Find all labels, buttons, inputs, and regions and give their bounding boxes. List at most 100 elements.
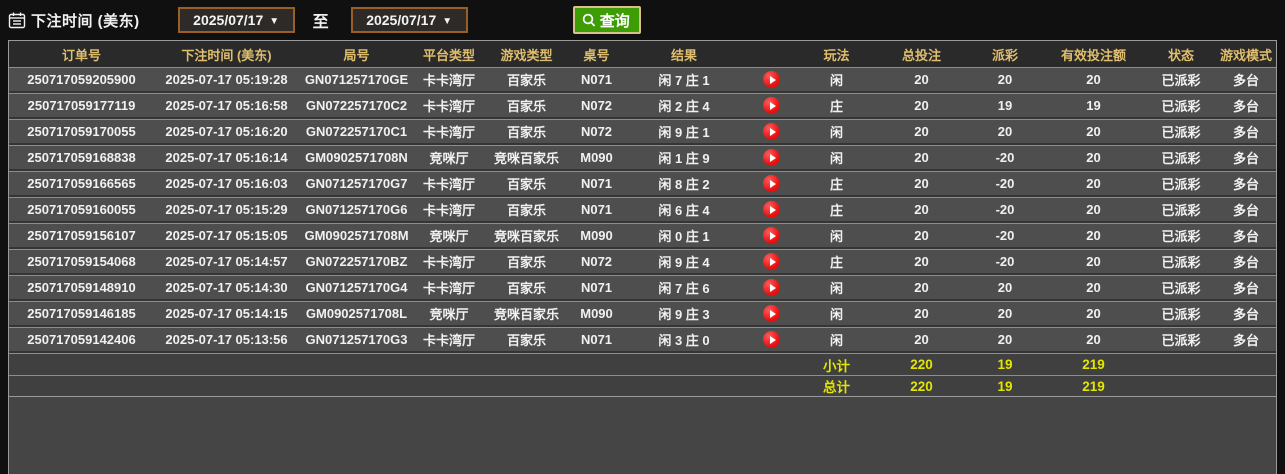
replay-cell xyxy=(744,171,799,197)
play-cell: 庄 xyxy=(799,249,874,275)
game-mode-cell: 多台 xyxy=(1216,145,1276,171)
replay-button[interactable] xyxy=(763,97,780,114)
magnifier-icon xyxy=(581,12,597,28)
table-row: 250717059170055 2025-07-17 05:16:20 GN07… xyxy=(9,119,1276,145)
valid-bet-cell: 20 xyxy=(1041,249,1146,275)
total-bet-cell: 20 xyxy=(874,197,969,223)
replay-button[interactable] xyxy=(763,331,780,348)
result-cell: 闲 7 庄 6 xyxy=(624,275,744,301)
col-result: 结果 xyxy=(624,41,744,67)
subtotal-payout: 19 xyxy=(969,353,1041,375)
subtotal-total-bet: 220 xyxy=(874,353,969,375)
date-range-to-label: 至 xyxy=(312,14,329,31)
play-cell: 闲 xyxy=(799,145,874,171)
valid-bet-cell: 20 xyxy=(1041,327,1146,353)
payout-cell: -20 xyxy=(969,249,1041,275)
game-type-cell: 竞咪百家乐 xyxy=(484,145,569,171)
play-icon xyxy=(769,127,776,136)
play-icon xyxy=(769,257,776,266)
bet-time-cell: 2025-07-17 05:16:58 xyxy=(154,93,299,119)
filter-toolbar: 下注时间 (美东) 2025/07/17 ▼ 至 2025/07/17 ▼ 查询 xyxy=(0,0,1285,40)
play-icon xyxy=(769,101,776,110)
platform-cell: 卡卡湾厅 xyxy=(414,275,484,301)
table-no-cell: M090 xyxy=(569,223,624,249)
col-game-mode: 游戏模式 xyxy=(1216,41,1276,67)
play-icon xyxy=(769,283,776,292)
replay-button[interactable] xyxy=(763,149,780,166)
total-bet-cell: 20 xyxy=(874,67,969,93)
result-cell: 闲 9 庄 4 xyxy=(624,249,744,275)
order-no-cell: 250717059170055 xyxy=(9,119,154,145)
order-no-cell: 250717059142406 xyxy=(9,327,154,353)
play-icon xyxy=(769,75,776,84)
platform-cell: 卡卡湾厅 xyxy=(414,197,484,223)
date-from-select[interactable]: 2025/07/17 ▼ xyxy=(177,7,295,33)
replay-button[interactable] xyxy=(763,201,780,218)
replay-cell xyxy=(744,327,799,353)
game-mode-cell: 多台 xyxy=(1216,301,1276,327)
total-bet-cell: 20 xyxy=(874,249,969,275)
order-no-cell: 250717059148910 xyxy=(9,275,154,301)
replay-button[interactable] xyxy=(763,305,780,322)
table-no-cell: M090 xyxy=(569,145,624,171)
table-row: 250717059146185 2025-07-17 05:14:15 GM09… xyxy=(9,301,1276,327)
total-bet-cell: 20 xyxy=(874,145,969,171)
valid-bet-cell: 20 xyxy=(1041,223,1146,249)
replay-button[interactable] xyxy=(763,253,780,270)
round-no-cell: GN072257170C2 xyxy=(299,93,414,119)
play-icon xyxy=(769,153,776,162)
bet-time-cell: 2025-07-17 05:16:03 xyxy=(154,171,299,197)
game-type-cell: 百家乐 xyxy=(484,67,569,93)
replay-button[interactable] xyxy=(763,227,780,244)
replay-button[interactable] xyxy=(763,279,780,296)
result-cell: 闲 7 庄 1 xyxy=(624,67,744,93)
valid-bet-cell: 20 xyxy=(1041,145,1146,171)
table-body: 250717059205900 2025-07-17 05:19:28 GN07… xyxy=(9,67,1276,353)
valid-bet-cell: 20 xyxy=(1041,197,1146,223)
play-icon xyxy=(769,179,776,188)
table-no-cell: N071 xyxy=(569,197,624,223)
replay-cell xyxy=(744,197,799,223)
total-bet-cell: 20 xyxy=(874,327,969,353)
order-no-cell: 250717059154068 xyxy=(9,249,154,275)
order-no-cell: 250717059160055 xyxy=(9,197,154,223)
table-no-cell: N071 xyxy=(569,327,624,353)
replay-button[interactable] xyxy=(763,71,780,88)
date-to-select[interactable]: 2025/07/17 ▼ xyxy=(350,7,468,33)
play-icon xyxy=(769,205,776,214)
order-no-cell: 250717059156107 xyxy=(9,223,154,249)
total-bet-cell: 20 xyxy=(874,93,969,119)
col-bet-time: 下注时间 (美东) xyxy=(154,41,299,67)
replay-button[interactable] xyxy=(763,175,780,192)
play-cell: 闲 xyxy=(799,275,874,301)
play-cell: 庄 xyxy=(799,171,874,197)
order-no-cell: 250717059205900 xyxy=(9,67,154,93)
valid-bet-cell: 20 xyxy=(1041,67,1146,93)
bet-time-label: 下注时间 (美东) xyxy=(31,12,140,30)
game-mode-cell: 多台 xyxy=(1216,197,1276,223)
table-row: 250717059205900 2025-07-17 05:19:28 GN07… xyxy=(9,67,1276,93)
platform-cell: 卡卡湾厅 xyxy=(414,327,484,353)
payout-cell: 20 xyxy=(969,327,1041,353)
platform-cell: 卡卡湾厅 xyxy=(414,67,484,93)
col-table-no: 桌号 xyxy=(569,41,624,67)
replay-cell xyxy=(744,93,799,119)
col-play: 玩法 xyxy=(799,41,874,67)
payout-cell: -20 xyxy=(969,171,1041,197)
play-icon xyxy=(769,335,776,344)
game-mode-cell: 多台 xyxy=(1216,249,1276,275)
round-no-cell: GN071257170G4 xyxy=(299,275,414,301)
table-no-cell: N071 xyxy=(569,67,624,93)
total-bet-cell: 20 xyxy=(874,275,969,301)
bet-time-cell: 2025-07-17 05:13:56 xyxy=(154,327,299,353)
table-row: 250717059168838 2025-07-17 05:16:14 GM09… xyxy=(9,145,1276,171)
result-cell: 闲 6 庄 4 xyxy=(624,197,744,223)
search-button[interactable]: 查询 xyxy=(572,6,641,34)
table-no-cell: M090 xyxy=(569,301,624,327)
result-cell: 闲 9 庄 3 xyxy=(624,301,744,327)
col-status: 状态 xyxy=(1146,41,1216,67)
play-cell: 闲 xyxy=(799,223,874,249)
game-type-cell: 竞咪百家乐 xyxy=(484,301,569,327)
result-cell: 闲 0 庄 1 xyxy=(624,223,744,249)
replay-button[interactable] xyxy=(763,123,780,140)
